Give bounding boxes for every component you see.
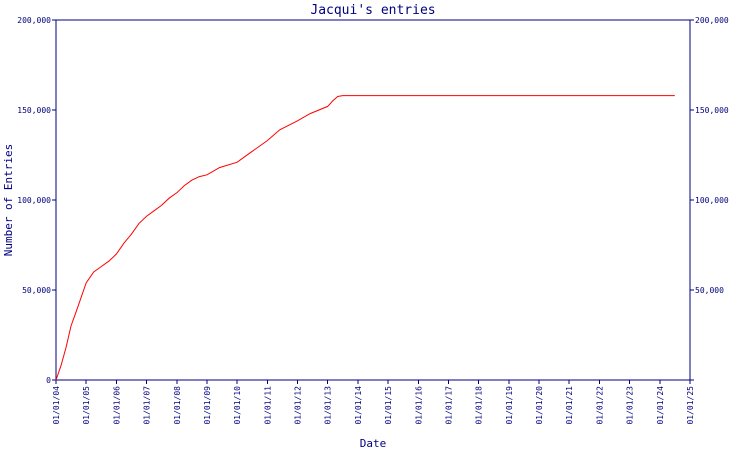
x-tick-label: 01/01/09 bbox=[203, 386, 212, 425]
y-tick-label-left: 200,000 bbox=[17, 16, 51, 25]
y-tick-label-right: 200,000 bbox=[695, 16, 729, 25]
x-tick-label: 01/01/21 bbox=[565, 386, 574, 425]
y-axis-ticks-right: 50,000 100,000 150,000 200,000 bbox=[690, 16, 729, 381]
y-tick-label-right: 150,000 bbox=[695, 106, 729, 115]
series-line-entries bbox=[55, 95, 675, 381]
chart-title: Jacqui's entries bbox=[310, 3, 435, 18]
series-layer bbox=[55, 95, 675, 381]
x-tick-label: 01/01/11 bbox=[263, 386, 272, 425]
x-tick-label: 01/01/22 bbox=[595, 386, 604, 425]
x-axis-ticks: 01/01/04 01/01/05 01/01/06 01/01/07 01/01/08… bbox=[52, 380, 695, 425]
y-tick-label-left: 0 bbox=[46, 376, 51, 385]
x-tick-label: 01/01/07 bbox=[143, 386, 152, 425]
x-tick-label: 01/01/16 bbox=[414, 386, 423, 425]
x-tick-label: 01/01/24 bbox=[656, 386, 665, 425]
x-tick-label: 01/01/13 bbox=[324, 386, 333, 425]
y-tick-label-left: 100,000 bbox=[17, 196, 51, 205]
x-tick-label: 01/01/04 bbox=[52, 386, 61, 425]
x-tick-label: 01/01/12 bbox=[294, 386, 303, 425]
x-tick-label: 01/01/06 bbox=[112, 386, 121, 425]
x-axis-title: Date bbox=[360, 437, 387, 450]
x-tick-label: 01/01/14 bbox=[354, 386, 363, 425]
plot-frame bbox=[55, 19, 691, 381]
x-tick-label: 01/01/19 bbox=[505, 386, 514, 425]
x-tick-label: 01/01/05 bbox=[82, 386, 91, 425]
y-tick-label-right: 50,000 bbox=[695, 286, 724, 295]
y-tick-label-left: 150,000 bbox=[17, 106, 51, 115]
y-axis-title: Number of Entries bbox=[2, 144, 15, 257]
x-tick-label: 01/01/17 bbox=[444, 386, 453, 425]
x-tick-label: 01/01/18 bbox=[475, 386, 484, 425]
y-tick-label-right: 100,000 bbox=[695, 196, 729, 205]
x-tick-label: 01/01/10 bbox=[233, 386, 242, 425]
x-tick-label: 01/01/08 bbox=[173, 386, 182, 425]
axes bbox=[55, 19, 691, 381]
x-tick-label: 01/01/23 bbox=[626, 386, 635, 425]
x-tick-label: 01/01/15 bbox=[384, 386, 393, 425]
x-tick-label: 01/01/25 bbox=[686, 386, 695, 425]
y-axis-ticks-left: 0 50,000 100,000 150,000 200,000 bbox=[17, 16, 56, 385]
x-tick-label: 01/01/20 bbox=[535, 386, 544, 425]
y-tick-label-left: 50,000 bbox=[22, 286, 51, 295]
